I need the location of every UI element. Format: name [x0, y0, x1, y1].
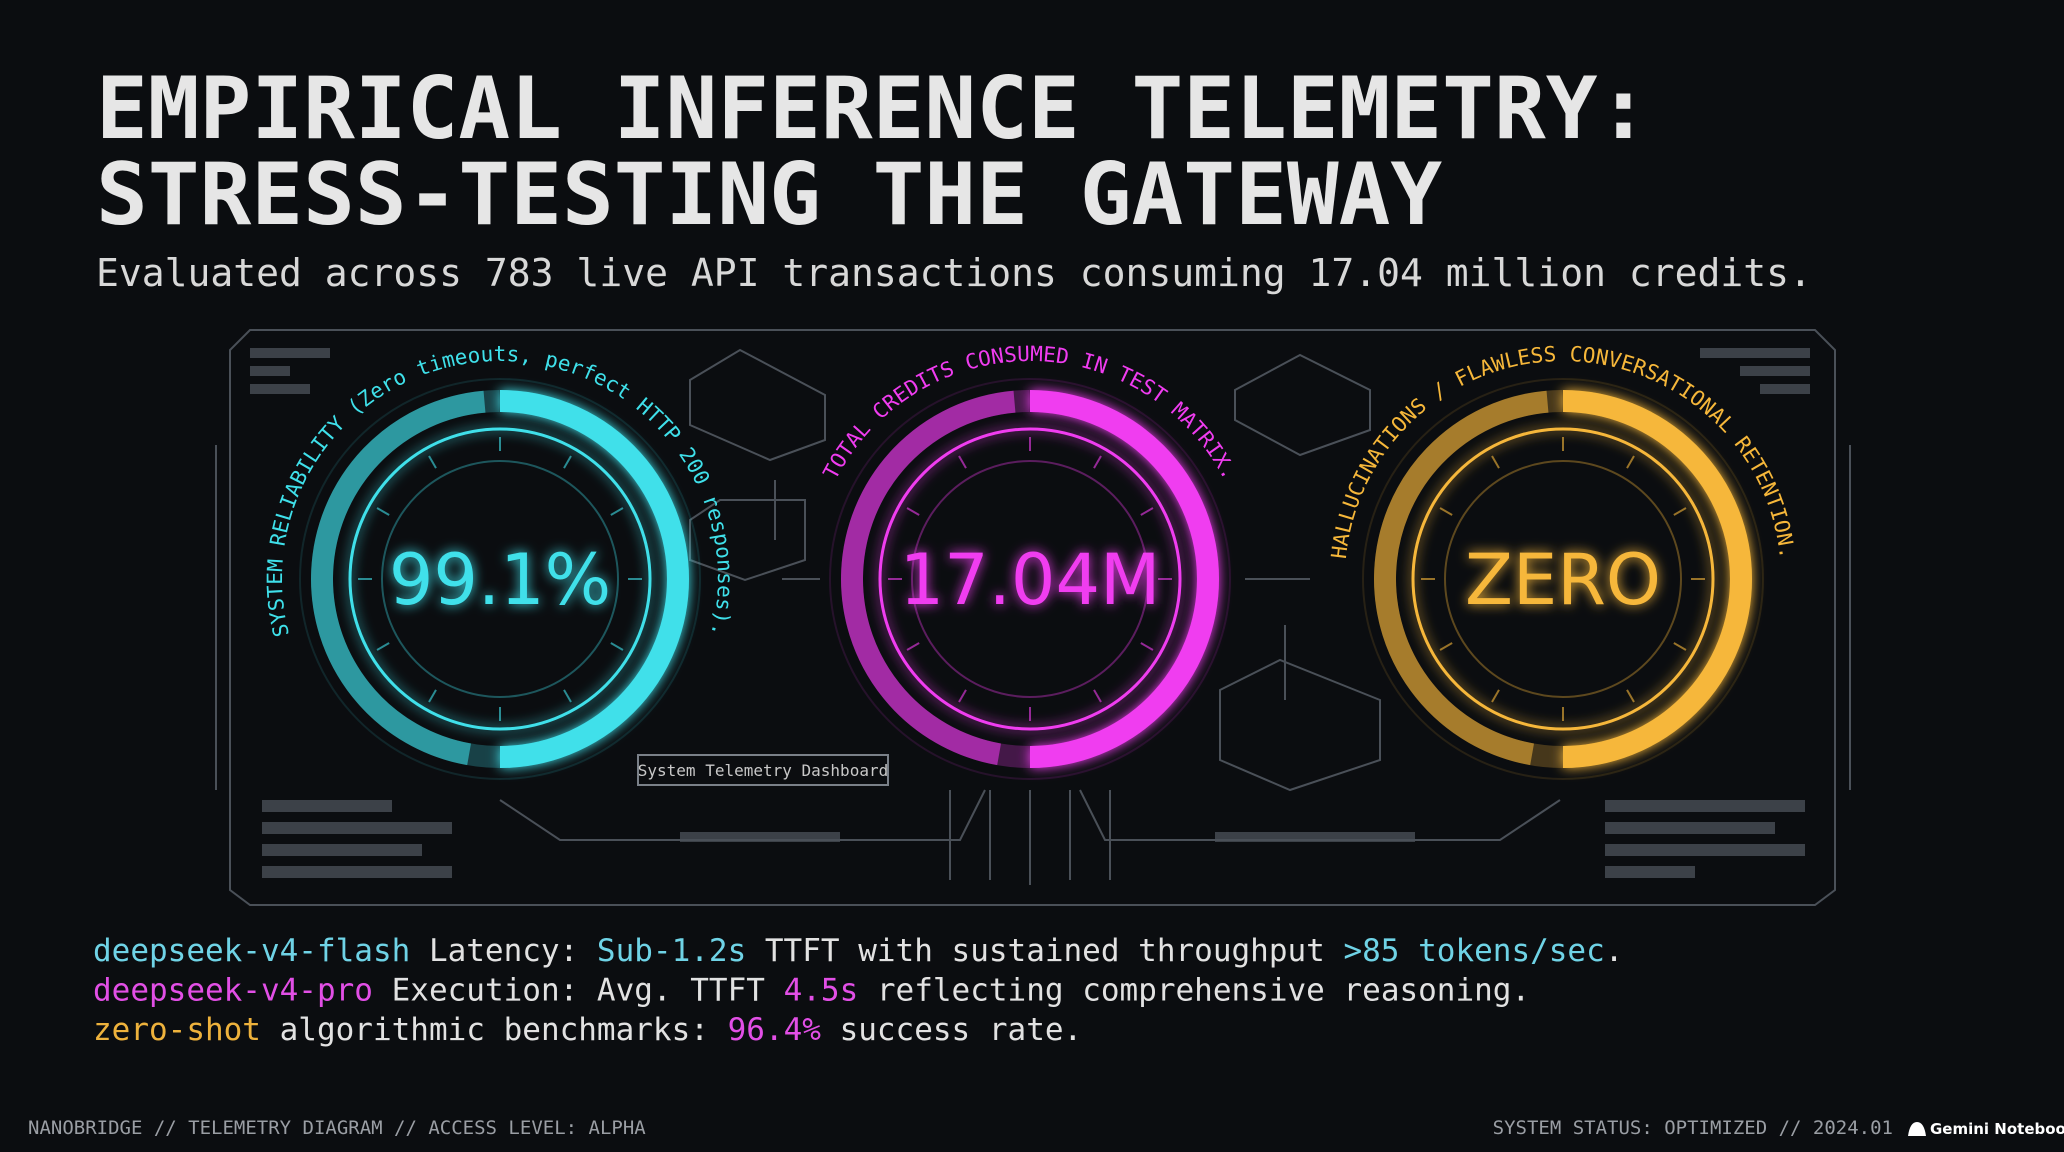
gauge-halo [299, 378, 701, 780]
gauge-tick [906, 507, 920, 516]
finding-line: deepseek-v4-pro Execution: Avg. TTFT 4.5… [93, 973, 1530, 1009]
gauge-tick [1093, 455, 1102, 469]
gauge-tick [1491, 455, 1500, 469]
finding-segment: deepseek-v4-pro [93, 973, 373, 1009]
gauge-tick [1439, 642, 1453, 651]
finding-segment: reflecting comprehensive reasoning. [858, 973, 1530, 1009]
gauge-tick [376, 507, 390, 516]
finding-line: deepseek-v4-flash Latency: Sub-1.2s TTFT… [93, 933, 1623, 969]
gauge-value: 17.04M [900, 539, 1161, 621]
gauge-arc [1562, 390, 1752, 768]
gauge-tick [610, 507, 624, 516]
footer-left: NANOBRIDGE // TELEMETRY DIAGRAM // ACCES… [28, 1117, 646, 1139]
brand-icon [1908, 1122, 1926, 1136]
gauge-tick [1626, 689, 1635, 703]
finding-segment: Execution: Avg. TTFT [373, 973, 784, 1009]
gauge-tick [563, 455, 572, 469]
finding-segment: >85 tokens/sec [1343, 933, 1604, 969]
gauge-tick [1140, 642, 1154, 651]
gauge-tick [1093, 689, 1102, 703]
gauge-arc [841, 390, 1016, 766]
finding-segment: . [1605, 933, 1624, 969]
title-line: STRESS-TESTING THE GATEWAY [96, 145, 1442, 245]
gauge-inner [348, 427, 652, 731]
dashboard-label: System Telemetry Dashboard [638, 761, 888, 780]
gauge-tick [376, 642, 390, 651]
gauge-tick [563, 689, 572, 703]
footer-right: SYSTEM STATUS: OPTIMIZED // 2024.01 [1493, 1117, 1893, 1139]
gauge-tick [1439, 507, 1453, 516]
gauge-arc [1029, 390, 1219, 768]
gauge-inner [1411, 427, 1715, 731]
gauge-halo [829, 378, 1231, 780]
gauge-halo [1362, 378, 1764, 780]
gauge-tick [958, 455, 967, 469]
brand: Gemini Notebook [1930, 1120, 2064, 1138]
gauge-arc [499, 390, 689, 768]
finding-segment: deepseek-v4-flash [93, 933, 410, 969]
hud-frame [215, 329, 1851, 906]
subtitle: Evaluated across 783 live API transactio… [96, 251, 1812, 295]
gauge-tick [906, 642, 920, 651]
finding-segment: TTFT with sustained throughput [746, 933, 1343, 969]
finding-segment: algorithmic benchmarks: [261, 1012, 728, 1048]
finding-segment: Sub-1.2s [597, 933, 746, 969]
finding-segment: 4.5s [784, 973, 859, 1009]
gauge-tick [428, 455, 437, 469]
gauge-tick [1673, 642, 1687, 651]
gauge-arc [311, 390, 486, 766]
finding-segment: 96.4% [728, 1012, 822, 1048]
gauge-core [381, 460, 619, 698]
gauge-tick [1626, 455, 1635, 469]
gauge-tick [1140, 507, 1154, 516]
dashboard-label-box [637, 754, 889, 786]
gauge-core [1444, 460, 1682, 698]
finding-line: zero-shot algorithmic benchmarks: 96.4% … [93, 1012, 1082, 1048]
finding-segment: Latency: [410, 933, 597, 969]
gauge-tick [958, 689, 967, 703]
gauge-tick [610, 642, 624, 651]
finding-segment: zero-shot [93, 1012, 261, 1048]
gauge-value: ZERO [1465, 539, 1661, 621]
gauge-arc [1374, 390, 1549, 766]
gauge-core [911, 460, 1149, 698]
gauge-tick [1673, 507, 1687, 516]
gauge-tick [428, 689, 437, 703]
gauge-tick [1491, 689, 1500, 703]
gauge-inner [878, 427, 1182, 731]
finding-segment: success rate. [821, 1012, 1082, 1048]
gauge-value: 99.1% [389, 539, 611, 621]
findings: deepseek-v4-flash Latency: Sub-1.2s TTFT… [93, 933, 1623, 1048]
title-line: EMPIRICAL INFERENCE TELEMETRY: [96, 59, 1649, 159]
